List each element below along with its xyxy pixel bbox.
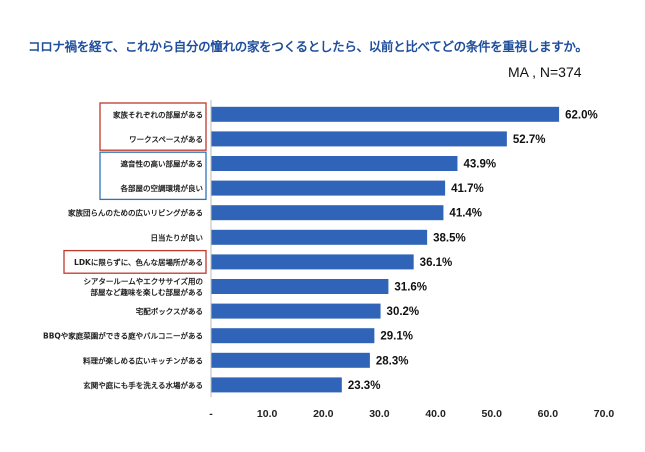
bar bbox=[211, 131, 507, 147]
bar bbox=[211, 352, 370, 368]
bar bbox=[211, 156, 458, 171]
value-label: 41.7% bbox=[451, 183, 484, 195]
category-label: ワークスペースがある bbox=[129, 134, 203, 144]
chart-title: コロナ禍を経て、これから自分の憧れの家をつくるとしたら、以前と比べてどの条件を重… bbox=[28, 39, 588, 54]
bar bbox=[211, 377, 342, 393]
value-label: 36.1% bbox=[420, 257, 453, 269]
category-label: 家族それぞれの部屋がある bbox=[113, 109, 203, 119]
category-label: 遮音性の高い部屋がある bbox=[121, 159, 204, 169]
bar bbox=[211, 303, 381, 319]
value-label: 28.3% bbox=[376, 355, 409, 367]
category-label: 部屋など趣味を楽しむ部屋がある bbox=[91, 287, 204, 297]
value-label: 31.6% bbox=[394, 282, 427, 294]
highlight-box bbox=[99, 102, 207, 151]
value-label: 29.1% bbox=[380, 331, 413, 343]
bar bbox=[211, 279, 389, 294]
category-label: 宅配ボックスがある bbox=[136, 306, 203, 316]
x-tick-label: 50.0 bbox=[481, 408, 502, 420]
chart-subtitle: MA , N=374 bbox=[508, 64, 582, 80]
bar bbox=[211, 180, 446, 196]
x-tick-label: 20.0 bbox=[313, 408, 334, 420]
category-label: LDKに限らずに、色んな居場所がある bbox=[74, 257, 203, 267]
x-tick-label: 30.0 bbox=[369, 408, 390, 420]
x-tick-label: 60.0 bbox=[538, 408, 559, 420]
x-tick-label: - bbox=[209, 408, 213, 420]
value-label: 30.2% bbox=[387, 306, 420, 318]
x-tick-label: 10.0 bbox=[257, 408, 278, 420]
highlight-box bbox=[99, 151, 207, 201]
category-label: 家族団らんのための広いリビングがある bbox=[68, 208, 203, 218]
category-label: BBQや家庭菜園ができる庭やバルコニーがある bbox=[43, 331, 203, 341]
category-label: 料理が楽しめる広いキッチンがある bbox=[83, 355, 203, 365]
value-label: 41.4% bbox=[449, 208, 482, 220]
category-label: 各部屋の空調環境が良い bbox=[120, 183, 204, 193]
value-label: 62.0% bbox=[565, 109, 598, 121]
x-tick-label: 40.0 bbox=[425, 408, 446, 420]
value-label: 52.7% bbox=[513, 134, 546, 146]
category-label: シアタールームやエクササイズ用の bbox=[83, 276, 203, 286]
value-label: 38.5% bbox=[433, 232, 466, 244]
bar bbox=[211, 205, 444, 221]
highlight-box bbox=[63, 249, 207, 274]
category-label: 日当たりが良い bbox=[151, 232, 204, 242]
bar bbox=[211, 254, 414, 270]
bar bbox=[211, 328, 375, 344]
value-label: 43.9% bbox=[463, 159, 496, 171]
bar bbox=[211, 106, 560, 122]
bar bbox=[211, 229, 428, 245]
category-label: 玄関や庭にも手を洗える水場がある bbox=[83, 380, 203, 390]
x-tick-label: 70.0 bbox=[594, 408, 615, 420]
value-label: 23.3% bbox=[348, 380, 381, 392]
